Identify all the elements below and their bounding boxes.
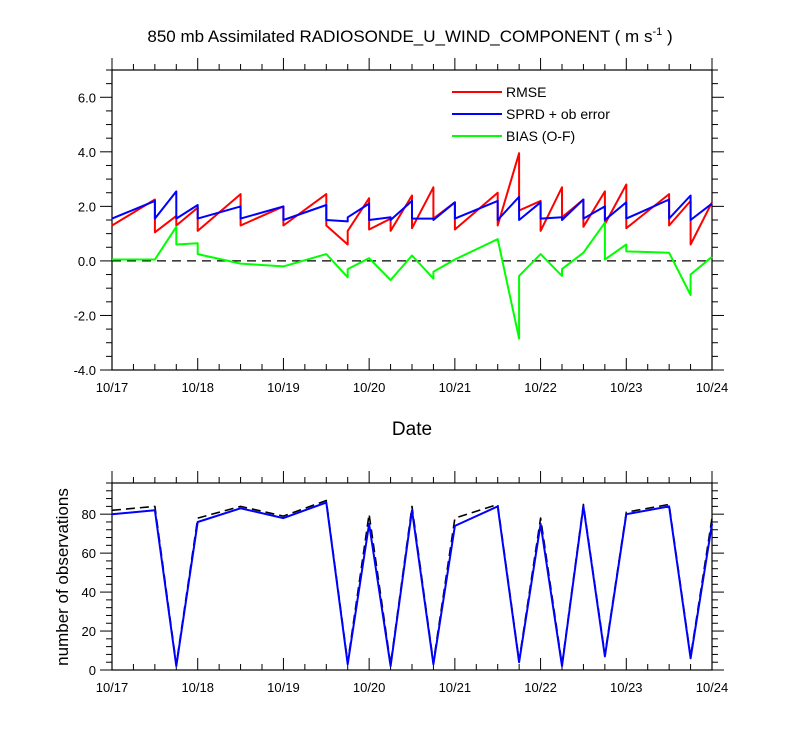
series-line-bias-o-f [112, 221, 713, 340]
legend-label: BIAS (O-F) [506, 128, 575, 144]
x-axis-label: Date [392, 419, 432, 440]
x-tick-label: 10/23 [610, 380, 643, 395]
top-plot: 10/17 10/18 10/19 10/20 10/21 10/22 10/23 10/24… [74, 58, 729, 395]
legend-label: SPRD + ob error [506, 106, 610, 122]
title-exponent: -1 [652, 26, 662, 38]
x-tick-label: 10/20 [353, 380, 386, 395]
x-tick-label: 10/19 [267, 680, 300, 695]
y-tick-label: 2.0 [78, 199, 96, 214]
x-tick-label: 10/21 [439, 680, 472, 695]
y-tick-label: 60 [82, 546, 96, 561]
x-tick-label: 10/24 [696, 380, 729, 395]
chart-title: 850 mb Assimilated RADIOSONDE_U_WIND_COM… [147, 26, 672, 46]
y-tick-label: 80 [82, 507, 96, 522]
x-tick-label: 10/19 [267, 380, 300, 395]
x-tick-label: 10/18 [181, 680, 214, 695]
x-tick-label: 10/24 [696, 680, 729, 695]
series-line-observations-assimilated [111, 501, 713, 668]
x-tick-label: 10/17 [96, 680, 129, 695]
series-line-observations-possible [111, 499, 713, 666]
y-tick-label: -2.0 [74, 308, 96, 323]
x-tick-label: 10/17 [96, 380, 129, 395]
y-tick-label: 0 [89, 663, 96, 678]
x-tick-label: 10/21 [439, 380, 472, 395]
bottom-plot: 10/17 10/18 10/19 10/20 10/21 10/22 10/23 10/24… [82, 471, 729, 695]
title-close: ) [662, 27, 672, 46]
x-tick-label: 10/23 [610, 680, 643, 695]
y-axis-label-bottom: number of observations [53, 488, 72, 666]
x-tick-label: 10/22 [524, 680, 557, 695]
y-tick-label: 20 [82, 624, 96, 639]
y-tick-label: -4.0 [74, 363, 96, 378]
y-tick-label: 4.0 [78, 145, 96, 160]
x-tick-label: 10/22 [524, 380, 557, 395]
series-line-sprd-ob-error [111, 190, 713, 223]
x-tick-label: 10/18 [181, 380, 214, 395]
y-tick-label: 40 [82, 585, 96, 600]
x-tick-label: 10/20 [353, 680, 386, 695]
legend-label: RMSE [506, 84, 546, 100]
y-tick-label: 0.0 [78, 254, 96, 269]
y-tick-label: 6.0 [78, 90, 96, 105]
series-line-rmse [111, 152, 713, 246]
